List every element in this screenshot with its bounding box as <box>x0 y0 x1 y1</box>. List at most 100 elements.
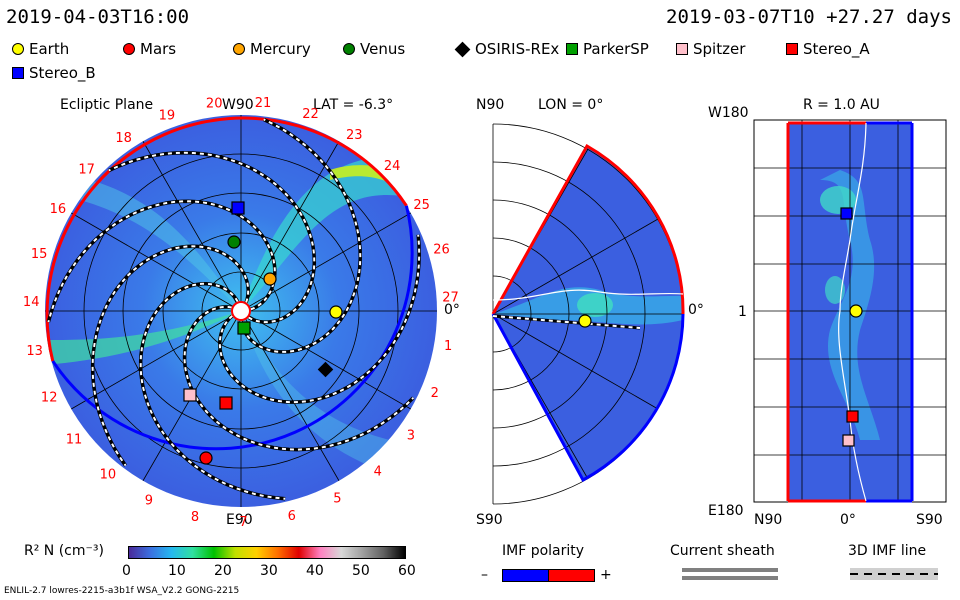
sector-label: 9 <box>145 494 153 509</box>
sector-label: 26 <box>433 242 450 257</box>
meridional-earth-marker <box>578 314 592 328</box>
sector-label: 23 <box>346 128 363 143</box>
radial-title: R = 1.0 AU <box>803 97 880 113</box>
legend-item-stereo-b: Stereo_B <box>12 64 96 82</box>
radial-top-left-label: W180 <box>708 105 749 121</box>
legend-label: Mercury <box>250 40 311 58</box>
radial-stereo-b-marker <box>840 207 853 220</box>
stereo-a-marker <box>219 396 233 410</box>
legend-item-mercury: Mercury <box>233 40 311 58</box>
sector-label: 12 <box>41 390 58 405</box>
colorbar-tick: 60 <box>398 563 416 579</box>
sector-label: 7 <box>239 515 247 530</box>
spitzer-marker <box>183 388 197 402</box>
ecliptic-right-label: 0° <box>444 302 460 318</box>
circle-marker-icon <box>233 43 245 55</box>
imf-plus-label: + <box>600 567 612 583</box>
meridional-right-label: 0° <box>688 302 704 318</box>
imf-positive-swatch <box>548 569 595 582</box>
imf-minus-label: – <box>481 567 488 583</box>
colorbar-tick: 20 <box>214 563 232 579</box>
legend-label: Stereo_B <box>29 64 96 82</box>
square-marker-icon <box>566 43 578 55</box>
sector-label: 10 <box>100 467 117 482</box>
imf-polarity-title: IMF polarity <box>502 543 585 559</box>
legend-item-mars: Mars <box>123 40 176 58</box>
time-label-right: 2019-03-07T10 +27.27 days <box>666 6 952 28</box>
radial-spitzer-marker <box>842 434 855 447</box>
sector-label: 1 <box>444 339 452 354</box>
sector-label: 18 <box>115 131 132 146</box>
parker-marker <box>237 321 251 335</box>
stereo-b-marker <box>231 201 245 215</box>
radial-bottom-left-label: E180 <box>708 503 744 519</box>
current-sheath-line-1 <box>682 568 778 572</box>
legend-label: ParkerSP <box>583 40 649 58</box>
mercury-marker <box>263 272 277 286</box>
legend-label: Venus <box>360 40 406 58</box>
ecliptic-lat-label: LAT = -6.3° <box>313 97 394 113</box>
earth-marker <box>329 305 343 319</box>
sector-label: 5 <box>333 492 341 507</box>
meridional-title: LON = 0° <box>538 97 604 113</box>
ecliptic-top-label: W90 <box>222 97 254 113</box>
sector-label: 25 <box>413 198 430 213</box>
radial-x-label-1: 0° <box>840 512 856 528</box>
ecliptic-bottom-label: E90 <box>226 512 253 528</box>
legend-label: Earth <box>29 40 70 58</box>
sector-label: 3 <box>407 428 415 443</box>
legend-item-earth: Earth <box>12 40 69 58</box>
legend-label: Spitzer <box>693 40 746 58</box>
sector-label: 6 <box>288 509 296 524</box>
radial-earth-marker <box>849 304 863 318</box>
ecliptic-title: Ecliptic Plane <box>60 97 154 113</box>
square-marker-icon <box>786 43 798 55</box>
model-info-footer: ENLIL-2.7 lowres-2215-a3b1f WSA_V2.2 GON… <box>4 586 240 596</box>
radial-mid-label: 1 <box>738 304 747 320</box>
radial-x-label-2: S90 <box>916 512 943 528</box>
radial-stereo-a-marker <box>846 410 859 423</box>
square-marker-icon <box>12 67 24 79</box>
colorbar-tick: 50 <box>352 563 370 579</box>
colorbar-tick: 30 <box>260 563 278 579</box>
colorbar-tick: 10 <box>168 563 186 579</box>
colorbar-tick: 40 <box>306 563 324 579</box>
imf-negative-swatch <box>502 569 550 582</box>
sector-label: 14 <box>23 295 40 310</box>
meridional-top-label: N90 <box>476 97 505 113</box>
square-marker-icon <box>676 43 688 55</box>
sector-label: 24 <box>384 159 401 174</box>
current-sheath-line-2 <box>682 576 778 580</box>
imf-line-title: 3D IMF line <box>848 543 927 559</box>
sector-label: 21 <box>255 96 272 111</box>
sun-icon <box>231 301 251 321</box>
mars-marker <box>199 451 213 465</box>
sector-label: 11 <box>66 432 83 447</box>
meridional-bottom-label: S90 <box>476 512 503 528</box>
legend-item-parkersp: ParkerSP <box>566 40 649 58</box>
radial-x-label-0: N90 <box>754 512 783 528</box>
density-colorbar <box>128 546 406 559</box>
sector-label: 17 <box>78 163 95 178</box>
ecliptic-positive-sector <box>45 116 408 362</box>
sector-label: 20 <box>206 97 223 112</box>
circle-marker-icon <box>343 43 355 55</box>
sector-label: 4 <box>374 464 382 479</box>
legend-item-spitzer: Spitzer <box>676 40 745 58</box>
sector-label: 15 <box>31 247 48 262</box>
venus-marker <box>227 235 241 249</box>
legend-item-osiris-rex: OSIRIS-REx <box>454 40 559 58</box>
current-sheath-title: Current sheath <box>670 543 775 559</box>
sector-label: 13 <box>26 344 43 359</box>
legend-item-venus: Venus <box>343 40 405 58</box>
sector-label: 22 <box>302 107 319 122</box>
sector-label: 19 <box>159 109 176 124</box>
colorbar-tick: 0 <box>122 563 131 579</box>
sector-label: 16 <box>50 202 67 217</box>
sector-label: 2 <box>431 386 439 401</box>
colorbar-title: R² N (cm⁻³) <box>24 543 104 559</box>
imf-line-sample <box>850 568 938 580</box>
